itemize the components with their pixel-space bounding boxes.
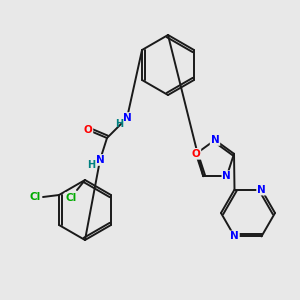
Text: N: N: [96, 155, 104, 165]
Text: N: N: [222, 171, 231, 181]
Text: N: N: [123, 113, 131, 123]
Text: O: O: [192, 149, 200, 159]
Text: N: N: [230, 231, 239, 242]
Text: N: N: [257, 184, 266, 195]
Text: H: H: [87, 160, 95, 170]
Text: H: H: [115, 119, 123, 129]
Text: N: N: [211, 135, 219, 145]
Text: O: O: [84, 125, 92, 135]
Text: Cl: Cl: [65, 193, 76, 203]
Text: Cl: Cl: [29, 192, 40, 202]
